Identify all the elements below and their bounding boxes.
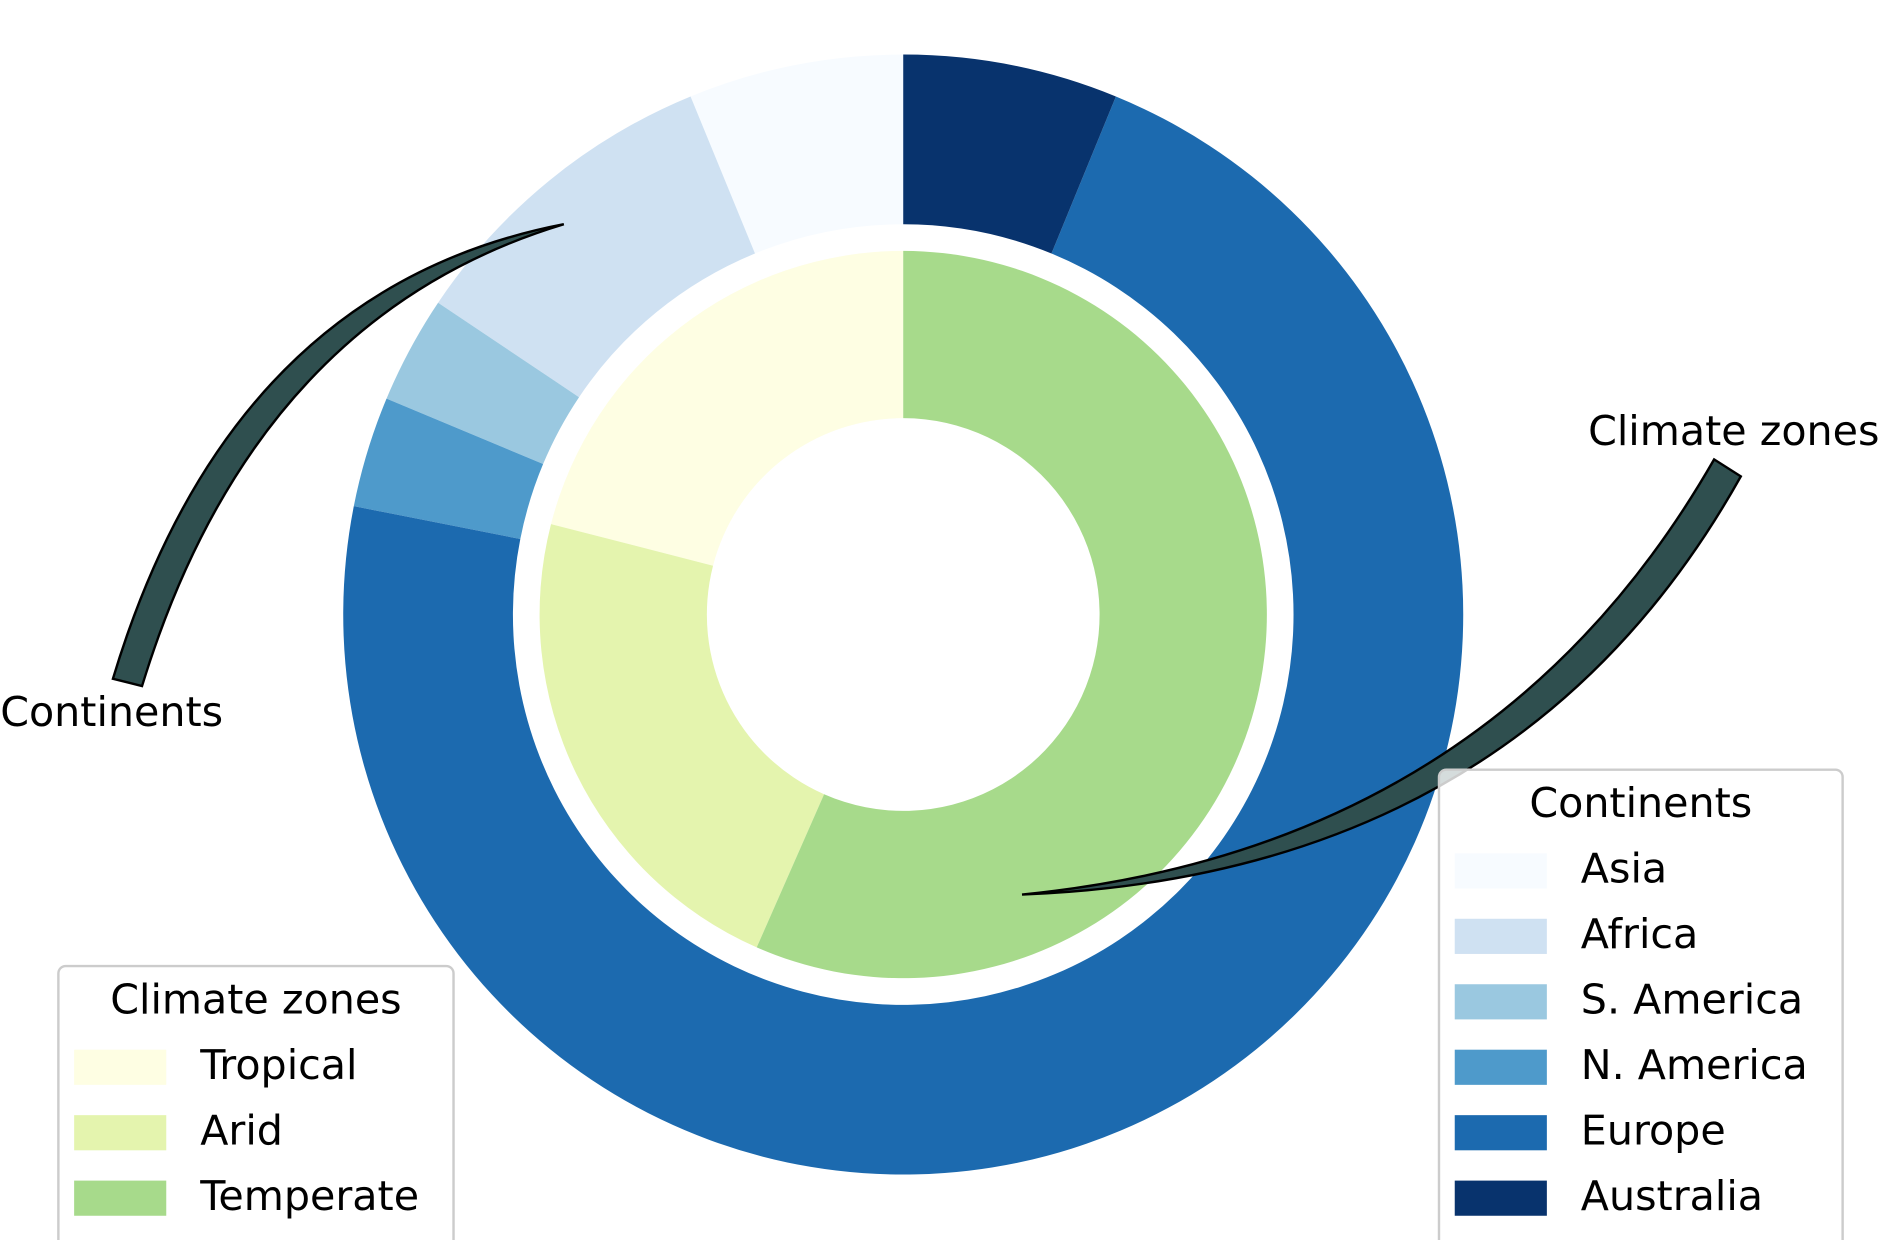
legend-label: Temperate [199,1172,419,1220]
wedge [551,250,904,566]
wedge [343,96,1464,1175]
legend-swatch [74,1049,167,1085]
legend-box [57,964,455,1244]
legend-swatch [1454,1180,1547,1216]
legend-label: N. America [1581,1041,1808,1089]
legend-swatch [1454,853,1547,889]
annotation: Climate zones [1588,407,1879,455]
wedge [353,398,544,540]
annotation: Continents [0,688,223,736]
wedge [438,96,755,398]
legend-label: Australia [1581,1172,1763,1220]
legend-swatch [1454,918,1547,954]
legends: Continents Asia Africa S. America N. America… [57,768,1844,1244]
legend-label: Africa [1581,910,1699,958]
rings [343,54,1464,1175]
legend-label: S. America [1581,975,1803,1023]
wedge [386,302,580,465]
legend-label: Asia [1581,845,1667,893]
legend-swatch [74,1115,167,1151]
legend-swatch [1454,1049,1547,1085]
legend-swatch [74,1180,167,1216]
annotation-arrow [111,223,565,688]
legend-label: Europe [1581,1106,1726,1154]
legend-title: Continents [1529,779,1752,827]
wedge [539,524,825,948]
wedge [903,54,1116,254]
wedge [690,54,904,254]
legend-label: Tropical [199,1041,357,1089]
wedge [756,250,1267,979]
annotation-arrow [1021,457,1743,896]
legend-swatch [1454,984,1547,1020]
legend-swatch [1454,1115,1547,1151]
legend-label: Arid [200,1106,283,1154]
legend-title: Climate zones [110,975,401,1023]
